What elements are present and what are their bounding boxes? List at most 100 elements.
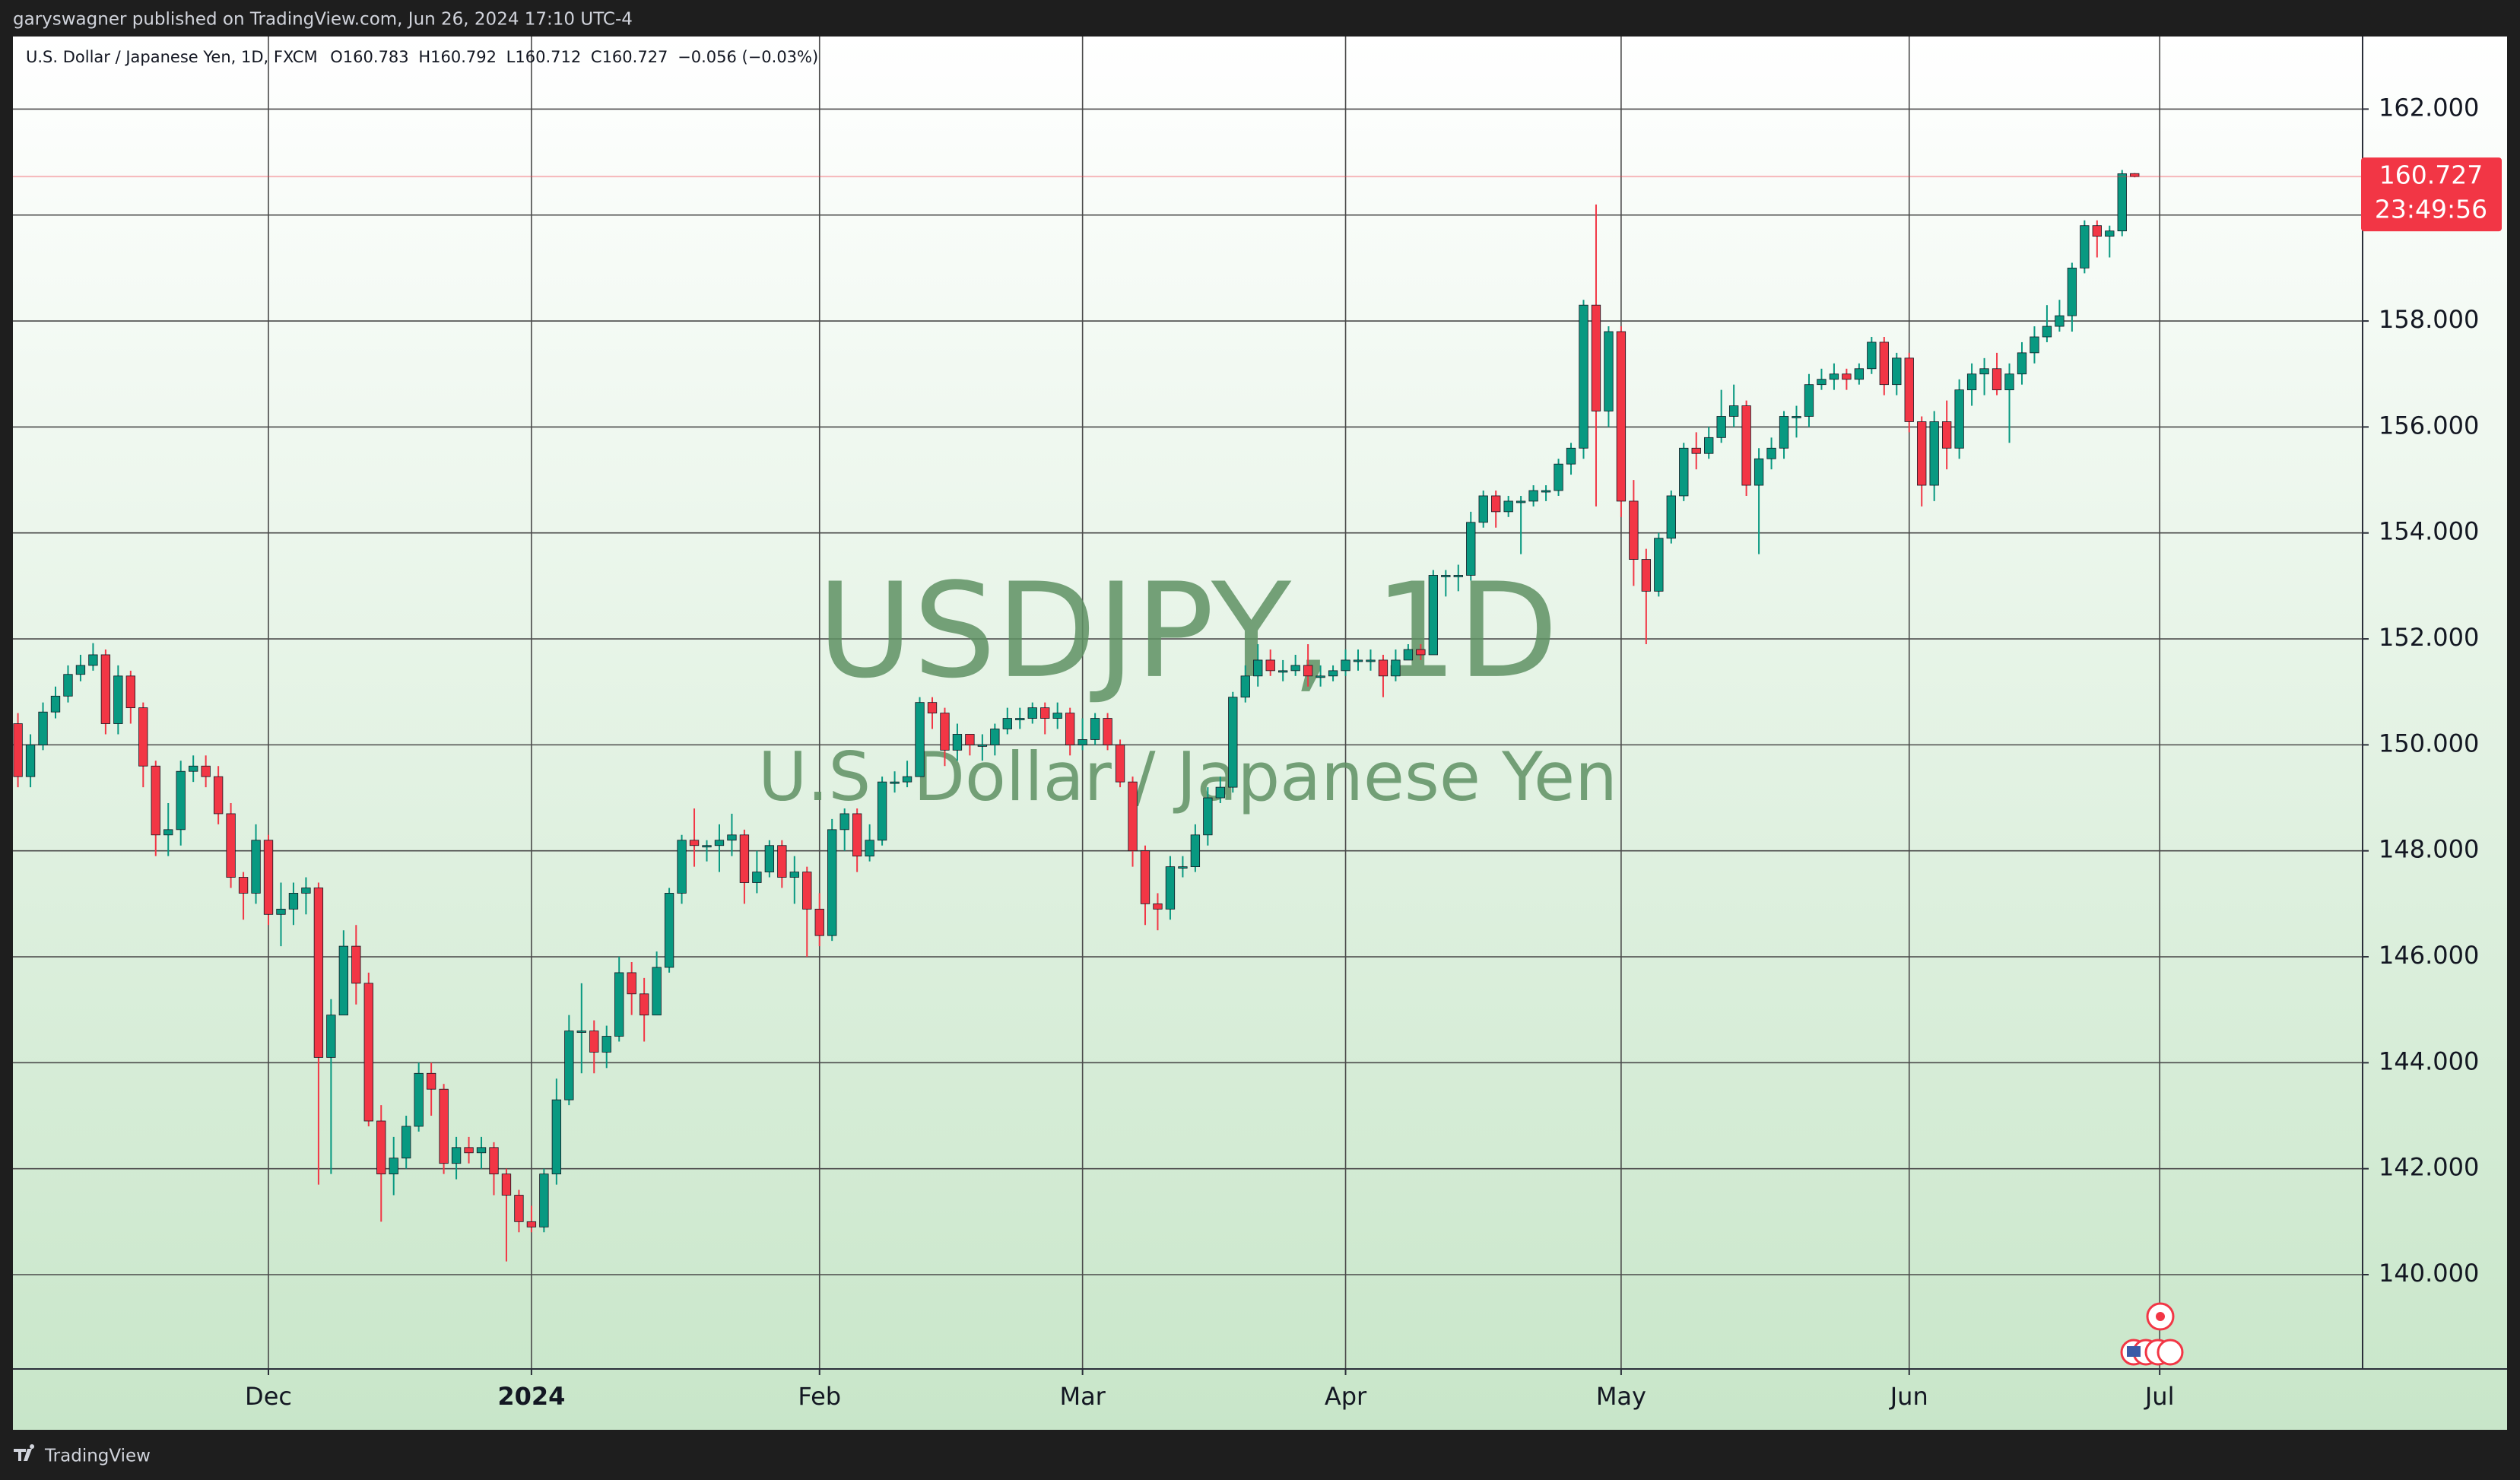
candle-body [702, 845, 712, 848]
candle-body [2042, 326, 2052, 338]
candle-body [2030, 336, 2039, 354]
candle-body [1115, 744, 1125, 783]
candle-body [802, 872, 812, 910]
x-tick-label: Feb [798, 1382, 841, 1411]
candle-body [189, 765, 198, 772]
x-tick-label: Jul [2144, 1382, 2175, 1411]
candle-body [1366, 659, 1376, 662]
y-tick-label: 142.000 [2379, 1153, 2479, 1182]
candle-body [63, 674, 73, 697]
candle-body [1303, 665, 1313, 677]
candle-body [301, 888, 311, 894]
candle-body [100, 654, 111, 724]
candle-body [1278, 670, 1288, 673]
candle-body [1666, 495, 1676, 539]
candle-body [2080, 225, 2090, 268]
grid [13, 37, 2363, 1369]
candle-body [88, 654, 98, 666]
countdown: 23:49:56 [2375, 195, 2487, 224]
candle-body [1892, 357, 1902, 386]
candle-body [1265, 659, 1275, 672]
symbol-name: U.S. Dollar / Japanese Yen, 1D, FXCM [26, 48, 318, 66]
candle-body [1090, 718, 1100, 740]
candle-body [1515, 500, 1526, 503]
watermark-description: U.S. Dollar / Japanese Yen [758, 738, 1617, 816]
candle-body [639, 993, 649, 1016]
x-tick-label: Apr [1325, 1382, 1367, 1411]
ohlc-close: C160.727 [591, 48, 668, 66]
candle-body [1754, 458, 1764, 486]
y-tick-label: 154.000 [2379, 517, 2479, 546]
candle-body [1052, 713, 1062, 719]
candle-body [2004, 373, 2014, 391]
candle-body [1904, 357, 1914, 422]
brand-logo [14, 1444, 35, 1461]
candle-body [1867, 341, 1877, 370]
candle-body [1228, 697, 1238, 788]
candle-body [1728, 405, 1739, 417]
candle-body [526, 1221, 537, 1228]
candle-body [677, 840, 687, 894]
candle-body [1015, 718, 1025, 720]
candle-body [827, 829, 837, 936]
candle-body [1178, 866, 1188, 869]
candle-body [865, 840, 874, 857]
candle-body [25, 744, 36, 777]
candle-body [1378, 659, 1389, 677]
candle-body [363, 983, 373, 1122]
candle-body [2092, 225, 2102, 237]
candle-body [1917, 421, 1927, 486]
candle-body [1503, 500, 1513, 513]
candle-body [1854, 368, 1865, 380]
y-tick-label: 162.000 [2379, 93, 2479, 122]
candle-body [727, 834, 737, 841]
candle-body [176, 770, 186, 831]
candle-body [990, 729, 1000, 745]
y-tick-label: 144.000 [2379, 1046, 2479, 1075]
candle-body [1215, 786, 1225, 799]
candle-body [38, 711, 48, 745]
candle-body [288, 893, 299, 910]
candle-body [426, 1072, 436, 1090]
candle-body [927, 702, 938, 713]
candle-body [789, 872, 799, 878]
candle-body [852, 813, 862, 857]
candle-body [75, 665, 86, 675]
candle-body [1153, 903, 1163, 910]
candle-body [351, 945, 361, 984]
candle-body [576, 1031, 586, 1033]
candle-body [376, 1120, 386, 1175]
candle-body [514, 1195, 524, 1222]
candle-body [1629, 500, 1639, 560]
y-tick-label: 156.000 [2379, 411, 2479, 440]
y-tick-label: 140.000 [2379, 1259, 2479, 1288]
candle-body [564, 1031, 574, 1100]
ohlc-high: H160.792 [418, 48, 497, 66]
watermark-symbol: USDJPY, 1D [817, 554, 1558, 707]
candle-body [539, 1174, 549, 1228]
candle-body [1716, 416, 1726, 438]
x-tick-label: Dec [245, 1382, 292, 1411]
candle-body [451, 1147, 462, 1164]
candle-body [226, 813, 236, 878]
x-tick-label: Mar [1059, 1382, 1106, 1411]
candle-body [2130, 173, 2140, 177]
candle-body [1165, 866, 1176, 910]
candle-body [1954, 389, 1964, 449]
candle-body [1779, 416, 1789, 449]
candle-body [326, 1015, 336, 1058]
candle-body [389, 1158, 398, 1175]
candle-body [1240, 675, 1250, 698]
candle-body [464, 1147, 474, 1154]
candle-body [2105, 230, 2115, 237]
candle-body [1941, 421, 1952, 449]
ohlc-open: O160.783 [330, 48, 408, 66]
candle-body [1466, 522, 1476, 576]
candle-body [414, 1072, 424, 1127]
candle-body [1027, 707, 1037, 719]
candle-body [501, 1174, 512, 1196]
candle-body [1491, 495, 1501, 513]
candle-body [1966, 373, 1977, 391]
candle-body [1002, 718, 1012, 729]
